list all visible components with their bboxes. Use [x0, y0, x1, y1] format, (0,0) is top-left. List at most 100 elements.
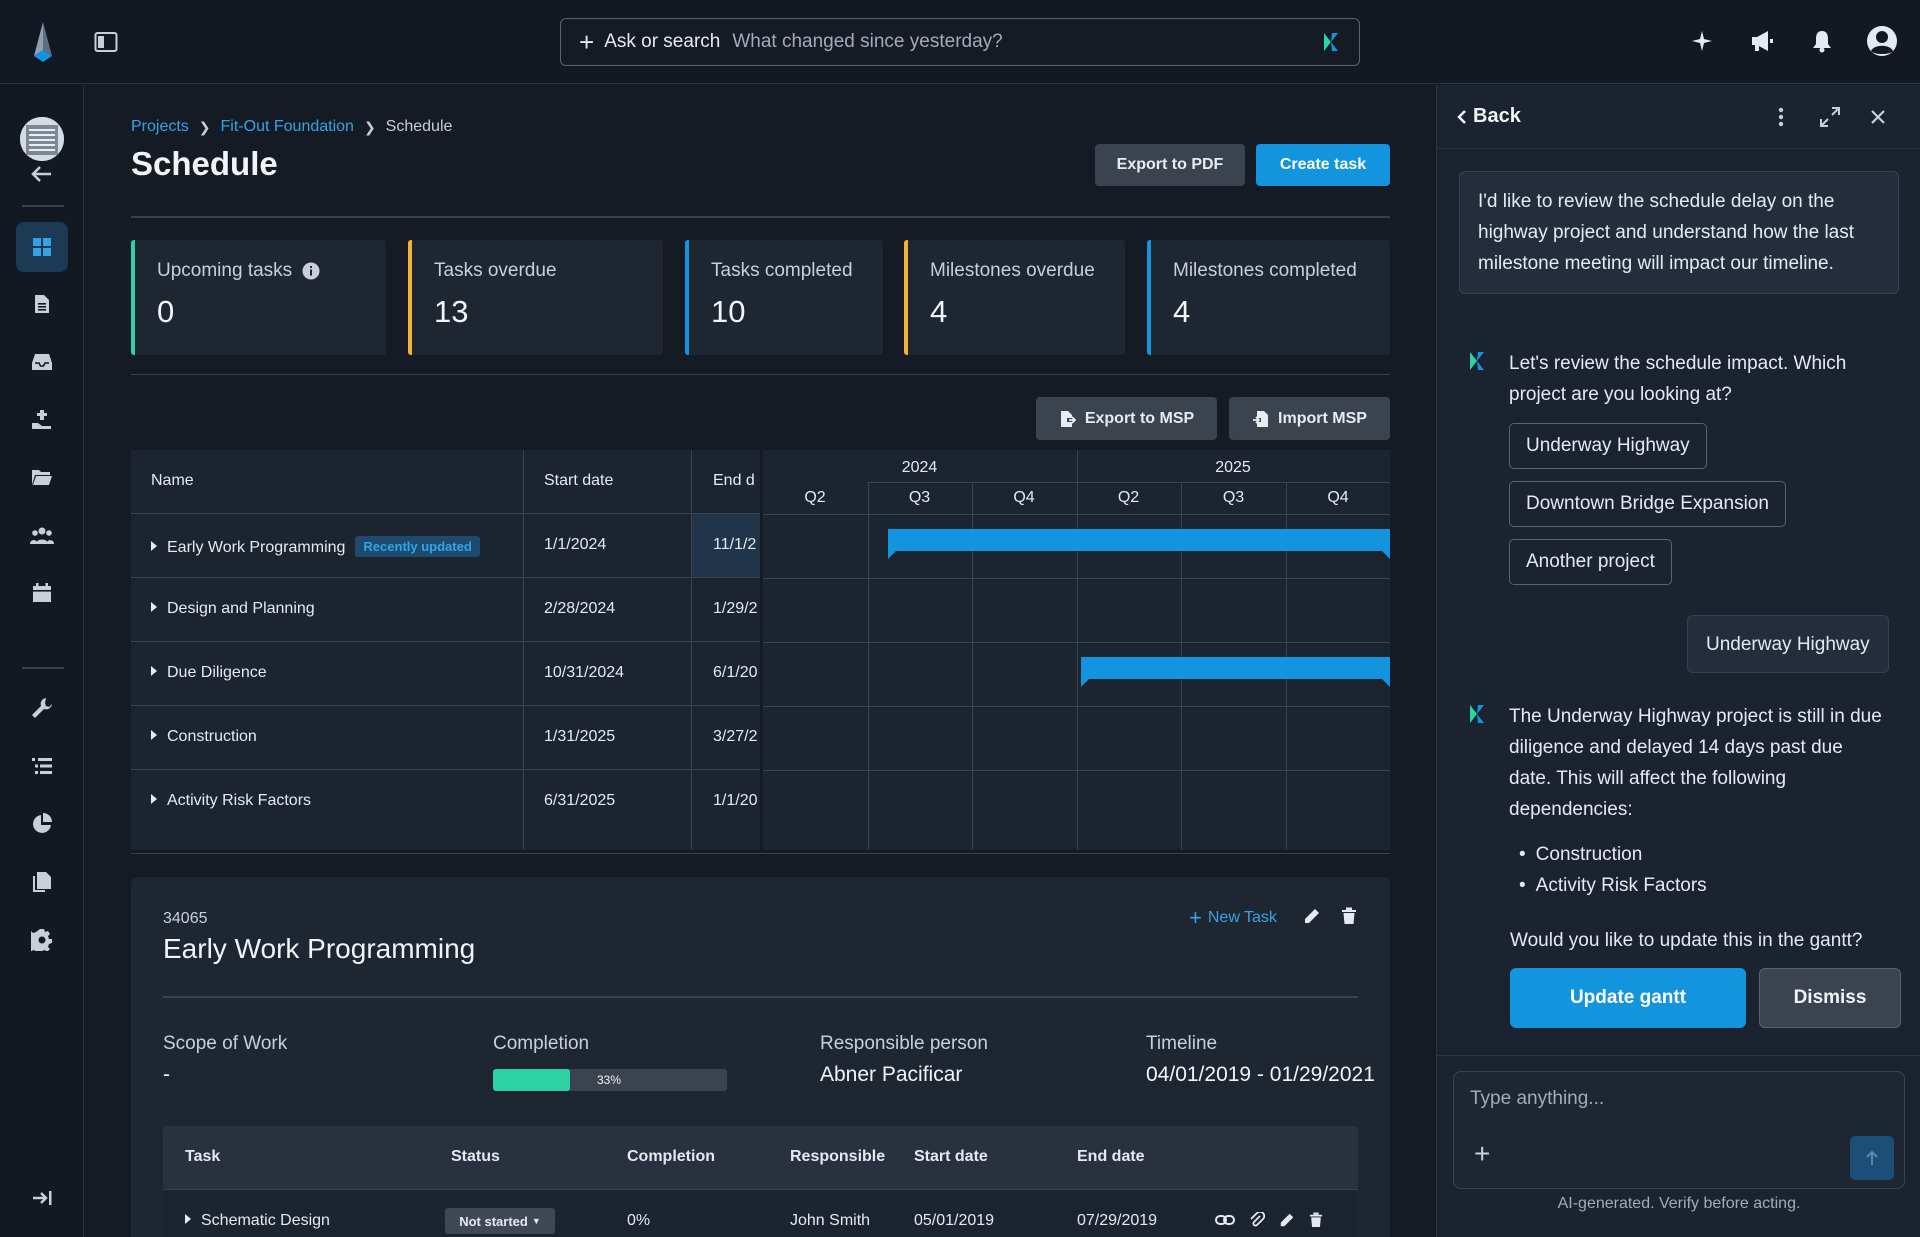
collapse-icon[interactable] — [16, 1173, 68, 1223]
gantt-bar[interactable] — [1081, 657, 1390, 687]
column-header-start[interactable]: Start date — [544, 472, 614, 489]
expand-icon[interactable] — [1818, 105, 1842, 129]
stat-card-upcoming[interactable]: Upcoming tasks 0 — [131, 240, 386, 355]
gantt-row[interactable]: Activity Risk Factors 6/31/2025 1/1/20 — [131, 770, 760, 834]
bell-icon[interactable] — [1806, 24, 1838, 58]
import-msp-label: Import MSP — [1278, 409, 1367, 427]
option-button[interactable]: Another project — [1509, 539, 1672, 585]
project-thumbnail[interactable] — [20, 117, 64, 161]
option-button[interactable]: Downtown Bridge Expansion — [1509, 481, 1786, 527]
option-button[interactable]: Underway Highway — [1509, 423, 1707, 469]
sidebar-toggle-icon[interactable] — [94, 31, 118, 53]
megaphone-icon[interactable] — [1746, 24, 1778, 58]
import-msp-button[interactable]: Import MSP — [1229, 397, 1390, 440]
table-row[interactable]: Schematic Design Not started ▼ 0% John S… — [163, 1189, 1358, 1237]
sparkle-icon[interactable] — [1686, 24, 1718, 58]
stat-value: 4 — [930, 294, 948, 329]
search-placeholder: What changed since yesterday? — [732, 31, 1003, 52]
ai-question: Would you like to update this in the gan… — [1510, 930, 1863, 951]
rail-divider — [22, 667, 64, 669]
calendar-icon[interactable] — [16, 568, 68, 618]
gantt-bar[interactable] — [888, 529, 1390, 559]
files-icon[interactable] — [16, 857, 68, 907]
rail-divider — [22, 205, 64, 207]
progress-text: 33% — [597, 1073, 622, 1087]
chevron-left-icon — [1457, 109, 1466, 124]
assistant-header: Back — [1437, 85, 1920, 149]
grid-line — [763, 514, 1390, 515]
quarter-label: Q4 — [1013, 489, 1035, 506]
column-header-responsible[interactable]: Responsible — [790, 1148, 886, 1165]
pie-chart-icon[interactable] — [16, 799, 68, 849]
task-end-date: 07/29/2019 — [1077, 1212, 1158, 1229]
money-icon[interactable] — [16, 395, 68, 445]
divider — [1437, 1055, 1920, 1056]
edit-pencil-icon[interactable] — [1303, 907, 1321, 925]
link-icon[interactable] — [1215, 1212, 1235, 1228]
column-header-start-date[interactable]: Start date — [914, 1148, 988, 1165]
send-button[interactable] — [1850, 1136, 1894, 1180]
app-logo-icon[interactable] — [28, 20, 58, 64]
stat-card-tasks-overdue[interactable]: Tasks overdue 13 — [408, 240, 663, 355]
expand-caret-icon[interactable] — [151, 730, 157, 740]
breadcrumb-fit-out-foundation[interactable]: Fit-Out Foundation — [220, 118, 354, 135]
column-header-task[interactable]: Task — [185, 1148, 221, 1165]
create-task-button[interactable]: Create task — [1256, 144, 1390, 186]
back-arrow-icon[interactable] — [16, 149, 68, 199]
trash-icon[interactable] — [1341, 907, 1357, 925]
user-avatar-icon[interactable] — [1866, 24, 1898, 58]
recently-updated-badge: Recently updated — [355, 536, 480, 557]
back-button[interactable]: Back — [1457, 105, 1521, 128]
gear-icon[interactable] — [16, 915, 68, 965]
column-header-name[interactable]: Name — [151, 472, 194, 489]
ai-assistant-icon[interactable] — [1321, 31, 1341, 53]
stat-card-milestones-overdue[interactable]: Milestones overdue 4 — [904, 240, 1125, 355]
new-task-button[interactable]: + New Task — [1189, 907, 1277, 929]
gantt-row[interactable]: Due Diligence 10/31/2024 6/1/20 — [131, 642, 760, 706]
expand-caret-icon[interactable] — [151, 602, 157, 612]
stat-card-milestones-completed[interactable]: Milestones completed 4 — [1147, 240, 1390, 355]
stat-card-tasks-completed[interactable]: Tasks completed 10 — [685, 240, 883, 355]
add-attachment-icon[interactable]: + — [1474, 1138, 1491, 1169]
list-icon[interactable] — [16, 741, 68, 791]
edit-pencil-icon[interactable] — [1279, 1212, 1295, 1228]
column-header-end-date[interactable]: End date — [1077, 1148, 1145, 1165]
wrench-icon[interactable] — [16, 683, 68, 733]
expand-caret-icon[interactable] — [151, 541, 157, 551]
caret-down-icon: ▼ — [531, 1216, 541, 1226]
export-pdf-button[interactable]: Export to PDF — [1095, 144, 1245, 186]
team-icon[interactable] — [16, 510, 68, 560]
export-msp-button[interactable]: Export to MSP — [1036, 397, 1217, 440]
column-header-status[interactable]: Status — [451, 1148, 500, 1165]
info-icon[interactable] — [302, 262, 320, 280]
responsible-label: Responsible person — [820, 1033, 988, 1054]
gantt-row[interactable]: Construction 1/31/2025 3/27/2 — [131, 706, 760, 770]
dismiss-button[interactable]: Dismiss — [1759, 968, 1901, 1028]
update-gantt-button[interactable]: Update gantt — [1510, 968, 1746, 1028]
column-header-end[interactable]: End d — [713, 472, 755, 489]
expand-caret-icon[interactable] — [185, 1214, 191, 1224]
row-end: 3/27/2 — [713, 728, 758, 745]
status-dropdown[interactable]: Not started ▼ — [445, 1208, 555, 1234]
document-icon[interactable] — [16, 279, 68, 329]
chat-input[interactable]: Type anything... + — [1453, 1071, 1905, 1189]
expand-caret-icon[interactable] — [151, 794, 157, 804]
close-icon[interactable] — [1866, 105, 1890, 129]
highlighted-cell — [691, 514, 760, 578]
column-header-completion[interactable]: Completion — [627, 1148, 715, 1165]
stat-label: Tasks completed — [711, 260, 853, 281]
gantt-row[interactable]: Design and Planning 2/28/2024 1/29/2 — [131, 578, 760, 642]
inbox-icon[interactable] — [16, 337, 68, 387]
trash-icon[interactable] — [1309, 1212, 1323, 1228]
chat-input-placeholder: Type anything... — [1470, 1088, 1605, 1109]
search-bar[interactable]: + Ask or search What changed since yeste… — [560, 18, 1360, 66]
gantt-row[interactable]: Early Work Programming Recently updated 1… — [131, 514, 760, 578]
status-value: Not started — [459, 1213, 528, 1229]
expand-caret-icon[interactable] — [151, 666, 157, 676]
quarter-label: Q3 — [1222, 489, 1245, 506]
more-vertical-icon[interactable] — [1769, 105, 1793, 129]
dashboard-icon[interactable] — [16, 222, 68, 272]
folder-icon[interactable] — [16, 452, 68, 502]
breadcrumb-projects[interactable]: Projects — [131, 118, 189, 135]
attachment-icon[interactable] — [1249, 1212, 1265, 1228]
